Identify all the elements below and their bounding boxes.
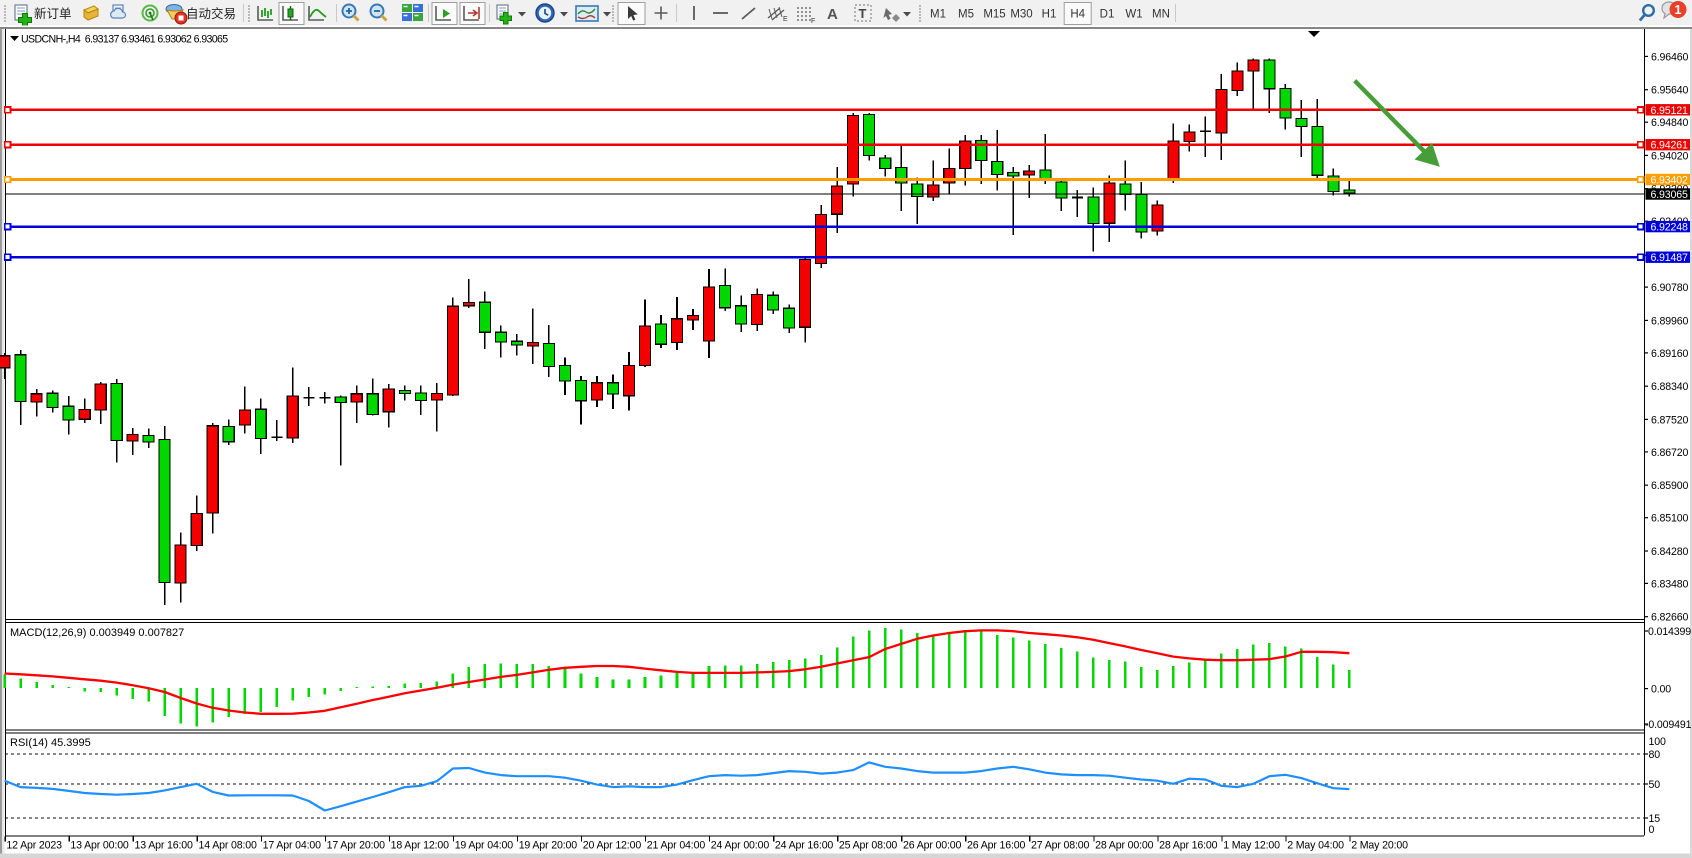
svg-text:20 Apr 12:00: 20 Apr 12:00 <box>583 840 642 852</box>
svg-text:M5: M5 <box>958 9 974 21</box>
svg-text:1 May 12:00: 1 May 12:00 <box>1223 840 1280 852</box>
svg-text:21 Apr 04:00: 21 Apr 04:00 <box>647 840 706 852</box>
svg-text:6.96460: 6.96460 <box>1651 51 1689 63</box>
svg-text:6.91487: 6.91487 <box>1651 252 1689 264</box>
svg-text:24 Apr 00:00: 24 Apr 00:00 <box>711 840 770 852</box>
svg-text:13 Apr 00:00: 13 Apr 00:00 <box>70 840 129 852</box>
svg-text:19 Apr 20:00: 19 Apr 20:00 <box>519 840 578 852</box>
svg-text:M15: M15 <box>983 9 1005 21</box>
svg-text:19 Apr 04:00: 19 Apr 04:00 <box>455 840 514 852</box>
svg-text:6.89160: 6.89160 <box>1651 348 1689 360</box>
svg-text:28 Apr 16:00: 28 Apr 16:00 <box>1159 840 1218 852</box>
svg-text:USDCNH-,H4 6.93137 6.93461 6.: USDCNH-,H4 6.93137 6.93461 6.93062 6.930… <box>21 34 228 46</box>
svg-text:6.88340: 6.88340 <box>1651 381 1689 393</box>
svg-text:80: 80 <box>1649 749 1661 761</box>
svg-text:M30: M30 <box>1010 9 1032 21</box>
svg-text:W1: W1 <box>1125 9 1142 21</box>
svg-text:26 Apr 16:00: 26 Apr 16:00 <box>967 840 1026 852</box>
svg-text:1: 1 <box>1675 3 1682 17</box>
svg-text:6.90780: 6.90780 <box>1651 282 1689 294</box>
svg-text:A: A <box>827 6 838 23</box>
svg-text:6.95121: 6.95121 <box>1651 105 1689 117</box>
svg-text:2 May 04:00: 2 May 04:00 <box>1287 840 1344 852</box>
svg-text:自动交易: 自动交易 <box>186 6 236 21</box>
svg-text:17 Apr 20:00: 17 Apr 20:00 <box>327 840 386 852</box>
svg-text:6.85100: 6.85100 <box>1651 513 1689 525</box>
svg-text:18 Apr 12:00: 18 Apr 12:00 <box>391 840 450 852</box>
svg-text:6.93065: 6.93065 <box>1651 189 1689 201</box>
svg-text:6.94261: 6.94261 <box>1651 140 1689 152</box>
svg-text:28 Apr 00:00: 28 Apr 00:00 <box>1095 840 1154 852</box>
svg-text:E: E <box>783 16 788 23</box>
svg-text:D1: D1 <box>1100 9 1115 21</box>
svg-text:14 Apr 08:00: 14 Apr 08:00 <box>199 840 258 852</box>
svg-text:24 Apr 16:00: 24 Apr 16:00 <box>775 840 834 852</box>
svg-text:27 Apr 08:00: 27 Apr 08:00 <box>1031 840 1090 852</box>
svg-text:6.87520: 6.87520 <box>1651 414 1689 426</box>
svg-text:H4: H4 <box>1070 9 1085 21</box>
svg-text:RSI(14) 45.3995: RSI(14) 45.3995 <box>10 737 91 749</box>
svg-text:2 May 20:00: 2 May 20:00 <box>1351 840 1408 852</box>
svg-text:26 Apr 00:00: 26 Apr 00:00 <box>903 840 962 852</box>
svg-text:6.85900: 6.85900 <box>1651 480 1689 492</box>
svg-text:6.89960: 6.89960 <box>1651 315 1689 327</box>
svg-text:6.94840: 6.94840 <box>1651 117 1689 129</box>
svg-text:H1: H1 <box>1042 9 1057 21</box>
svg-text:6.82660: 6.82660 <box>1651 612 1689 624</box>
svg-text:T: T <box>859 6 867 21</box>
svg-text:6.92248: 6.92248 <box>1651 222 1689 234</box>
svg-text:6.86720: 6.86720 <box>1651 447 1689 459</box>
svg-text:0: 0 <box>1649 824 1655 836</box>
svg-text:6.84280: 6.84280 <box>1651 546 1689 558</box>
svg-text:6.93402: 6.93402 <box>1651 175 1689 187</box>
svg-text:25 Apr 08:00: 25 Apr 08:00 <box>839 840 898 852</box>
svg-text:MN: MN <box>1152 9 1170 21</box>
svg-text:100: 100 <box>1649 736 1666 748</box>
svg-text:6.83480: 6.83480 <box>1651 578 1689 590</box>
svg-text:6.94020: 6.94020 <box>1651 150 1689 162</box>
svg-text:-0.009491: -0.009491 <box>1645 719 1692 731</box>
svg-text:12 Apr 2023: 12 Apr 2023 <box>6 840 62 852</box>
svg-text:13 Apr 16:00: 13 Apr 16:00 <box>135 840 194 852</box>
svg-text:50: 50 <box>1649 779 1661 791</box>
svg-text:MACD(12,26,9) 0.003949 0.00782: MACD(12,26,9) 0.003949 0.007827 <box>10 627 184 639</box>
svg-text:0.014399: 0.014399 <box>1648 626 1691 638</box>
svg-text:15: 15 <box>1649 813 1661 825</box>
svg-text:新订单: 新订单 <box>34 6 72 21</box>
svg-text:17 Apr 04:00: 17 Apr 04:00 <box>263 840 322 852</box>
svg-text:F: F <box>811 18 815 25</box>
svg-text:0.00: 0.00 <box>1651 684 1671 696</box>
svg-text:6.95640: 6.95640 <box>1651 85 1689 97</box>
svg-text:M1: M1 <box>930 9 946 21</box>
